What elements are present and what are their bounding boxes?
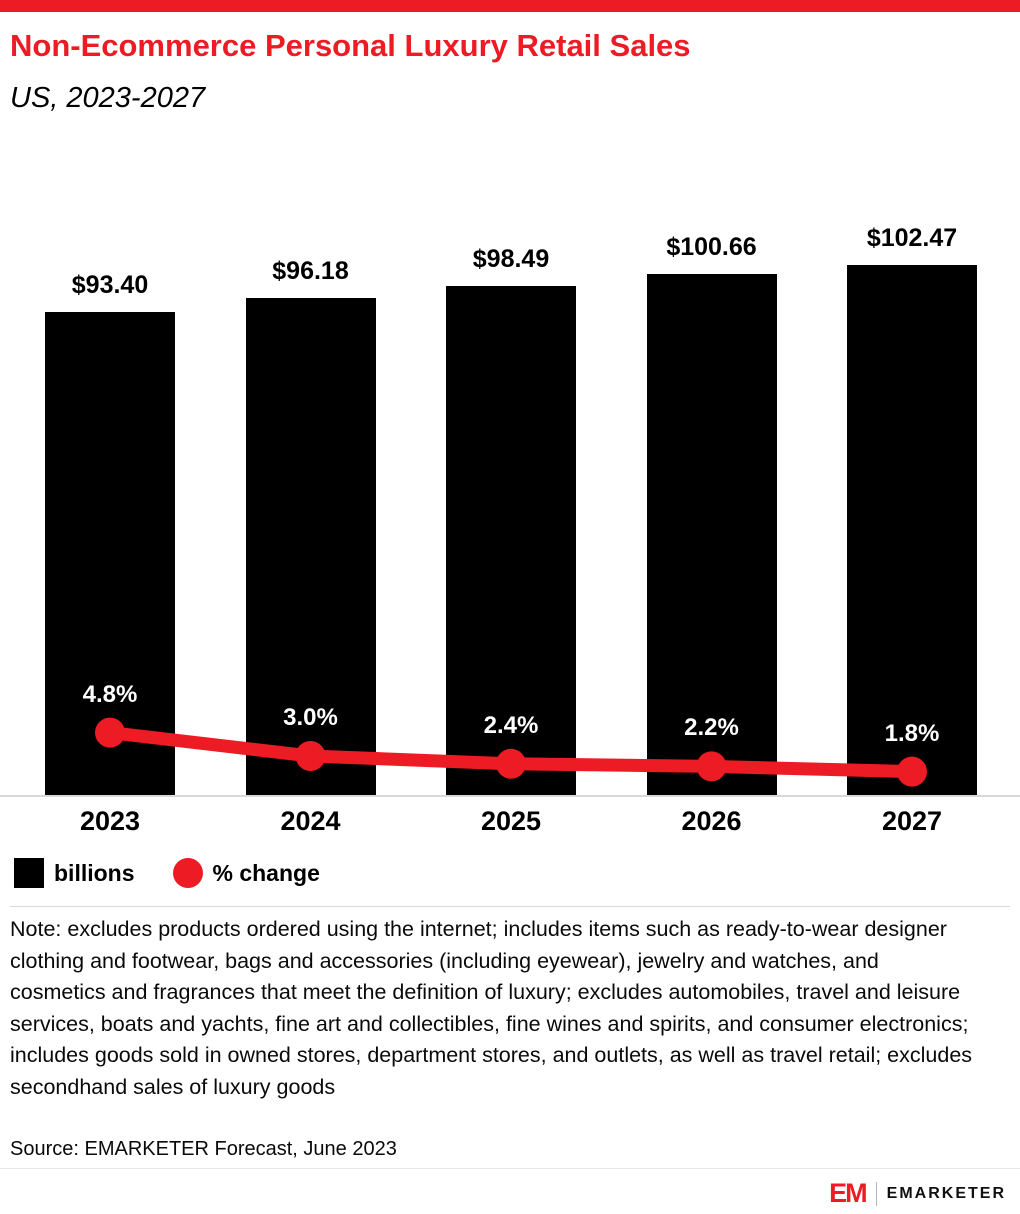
bar-value-2024: $96.18 — [272, 257, 349, 285]
x-axis-label-2026: 2026 — [681, 806, 742, 836]
plot-area: $93.40 $96.18 $98.49 $100.66 $102.47 4.8% 3.0%… — [0, 200, 1020, 795]
page-subtitle: US, 2023-2027 — [10, 82, 206, 114]
note-divider — [10, 906, 1010, 907]
bar-2024 — [245, 298, 376, 795]
bar-value-2023: $93.40 — [71, 271, 149, 299]
billions-swatch-icon — [14, 858, 44, 888]
bar-value-2025: $98.49 — [472, 245, 550, 273]
bar-2026 — [646, 274, 777, 795]
x-axis-label-2027: 2027 — [881, 806, 943, 836]
footer-divider — [0, 1168, 1020, 1169]
note-text: Note: excludes products ordered using th… — [10, 917, 973, 1099]
bar-2027 — [847, 265, 977, 795]
emarketer-logo-icon: EM — [829, 1178, 867, 1208]
pct-label-2024: 3.0% — [283, 704, 338, 731]
legend: billions % change — [14, 858, 320, 888]
x-axis-label-2024: 2024 — [280, 806, 341, 836]
brand-name: EMARKETER — [886, 1184, 1006, 1202]
x-axis-line — [0, 795, 1020, 797]
source-text: Source: EMARKETER Forecast, June 2023 — [10, 1138, 397, 1160]
bar-value-2027: $102.47 — [866, 224, 958, 252]
footer-logo: EM EMARKETER — [829, 1178, 1006, 1209]
x-axis: 2023 2024 2025 2026 2027 — [0, 806, 1020, 846]
bar-2023 — [45, 312, 175, 795]
pct-label-2023: 4.8% — [82, 680, 138, 708]
pct-change-swatch-icon — [172, 858, 203, 888]
bar-2025 — [446, 286, 576, 795]
x-axis-label-2023: 2023 — [79, 806, 141, 836]
legend-item-pct-change: % change — [172, 858, 320, 888]
page-title: Non-Ecommerce Personal Luxury Retail Sal… — [10, 28, 691, 63]
pct-label-2027: 1.8% — [884, 719, 940, 747]
pct-label-2026: 2.2% — [684, 714, 739, 742]
legend-label-billions: billions — [54, 859, 135, 886]
top-accent-bar — [0, 0, 1020, 12]
legend-item-billions: billions — [14, 858, 135, 888]
x-axis-label-2025: 2025 — [480, 806, 542, 836]
logo-separator — [875, 1181, 877, 1206]
legend-label-pct-change: % change — [212, 859, 320, 886]
pct-label-2025: 2.4% — [483, 711, 539, 739]
bar-value-2026: $100.66 — [666, 233, 757, 261]
